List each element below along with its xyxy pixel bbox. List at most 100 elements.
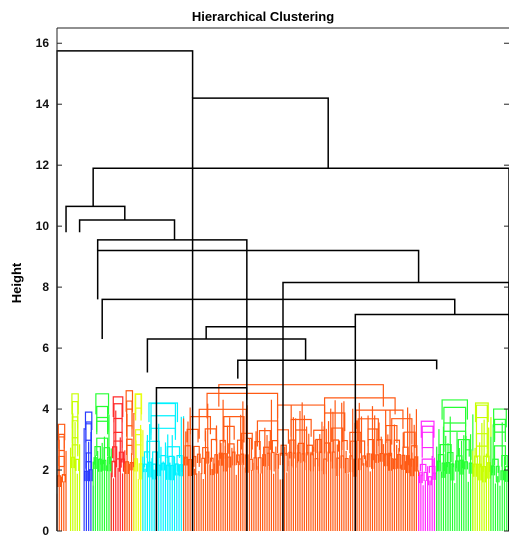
sub-merge: [58, 465, 65, 477]
sub-merge: [88, 469, 93, 482]
sub-merge: [323, 397, 396, 415]
y-tick-label: 0: [42, 524, 49, 535]
cluster-9-magenta: [418, 420, 438, 531]
sub-merge: [206, 392, 279, 419]
sub-merge: [84, 470, 89, 482]
sub-merge: [71, 437, 79, 457]
sub-merge: [219, 439, 226, 459]
y-tick-label: 8: [42, 280, 49, 294]
cluster-4-red: [110, 396, 126, 531]
sub-merge: [391, 418, 413, 445]
cluster-root: [134, 393, 143, 415]
merge-9: [354, 313, 509, 327]
sub-merge: [201, 457, 206, 475]
merge-4: [78, 219, 176, 240]
cluster-root: [148, 402, 179, 423]
cluster-leaves: [56, 384, 509, 531]
sub-merge: [270, 451, 275, 472]
merge-1: [191, 97, 329, 531]
y-axis-label: Height: [9, 262, 24, 303]
sub-merge: [111, 446, 118, 459]
sub-merge: [202, 446, 209, 458]
cluster-root: [441, 399, 469, 420]
cluster-12-green: [490, 408, 509, 531]
cluster-root: [95, 393, 110, 415]
sub-merge: [457, 439, 470, 457]
sub-merge: [161, 462, 166, 471]
sub-merge: [331, 427, 344, 442]
sub-merge: [188, 459, 192, 477]
cluster-root: [84, 411, 93, 430]
y-tick-label: 16: [36, 36, 50, 50]
cluster-root: [218, 384, 384, 407]
cluster-root: [112, 396, 124, 417]
sub-merge: [376, 439, 383, 454]
sub-merge: [443, 422, 467, 444]
merge-12: [237, 359, 438, 379]
sub-merge: [263, 446, 270, 467]
sub-merge: [135, 444, 142, 465]
cluster-root: [57, 423, 66, 441]
sub-merge: [289, 439, 296, 459]
sub-merge: [421, 458, 434, 476]
sub-merge: [306, 444, 313, 456]
sub-merge: [313, 429, 326, 452]
chart-title: Hierarchical Clustering: [192, 9, 334, 24]
sub-merge: [223, 416, 245, 443]
sub-merge: [310, 453, 314, 472]
sub-merge: [184, 445, 192, 459]
sub-merge: [271, 439, 279, 453]
sub-merge: [111, 460, 116, 478]
sub-merge: [340, 455, 345, 469]
cluster-1-lime: [69, 393, 81, 531]
sub-merge: [85, 452, 92, 469]
sub-merge: [85, 421, 92, 443]
sub-merge: [125, 461, 130, 474]
sub-merge: [297, 442, 305, 462]
y-tick-label: 2: [42, 463, 49, 477]
merge-5: [96, 239, 248, 531]
sub-merge: [70, 456, 75, 469]
y-tick-label: 14: [36, 97, 50, 111]
sub-merge: [464, 461, 469, 470]
sub-merge: [275, 453, 280, 469]
sub-merge: [170, 464, 175, 481]
sub-merge: [392, 458, 397, 470]
sub-merge: [290, 418, 312, 437]
sub-merge: [126, 444, 133, 455]
axes: 0 2 4 6 8 10 12 14 16: [36, 27, 509, 535]
sub-merge: [443, 430, 467, 452]
y-tick-label: 12: [36, 158, 50, 172]
sub-merge: [483, 455, 490, 472]
sub-merge: [500, 470, 505, 481]
sub-merge: [305, 452, 310, 471]
sub-merge: [295, 429, 308, 450]
sub-merge: [96, 416, 109, 432]
merge-11: [146, 338, 307, 373]
sub-merge: [166, 446, 181, 459]
sub-merge: [150, 402, 177, 435]
y-tick-label: 6: [42, 341, 49, 355]
sub-merge: [421, 431, 434, 447]
sub-merge: [323, 458, 327, 475]
sub-merge: [210, 438, 218, 462]
sub-merge: [152, 451, 159, 472]
sub-merge: [492, 458, 499, 473]
sub-merge: [428, 465, 436, 473]
sub-merge: [411, 445, 418, 467]
sub-merge: [332, 439, 340, 452]
sub-merge: [58, 449, 65, 467]
sub-merge: [493, 418, 506, 433]
merge-6: [96, 249, 420, 300]
sub-merge: [146, 440, 160, 458]
merge-7: [282, 281, 509, 531]
sub-merge: [236, 439, 244, 463]
sub-merge: [222, 425, 235, 440]
sub-merge: [379, 452, 384, 462]
sub-merge: [193, 445, 200, 467]
sub-merge: [437, 454, 445, 471]
cluster-11-lime: [472, 402, 492, 531]
sub-merge: [439, 444, 452, 463]
sub-merge: [126, 400, 133, 430]
sub-merge: [419, 463, 427, 472]
